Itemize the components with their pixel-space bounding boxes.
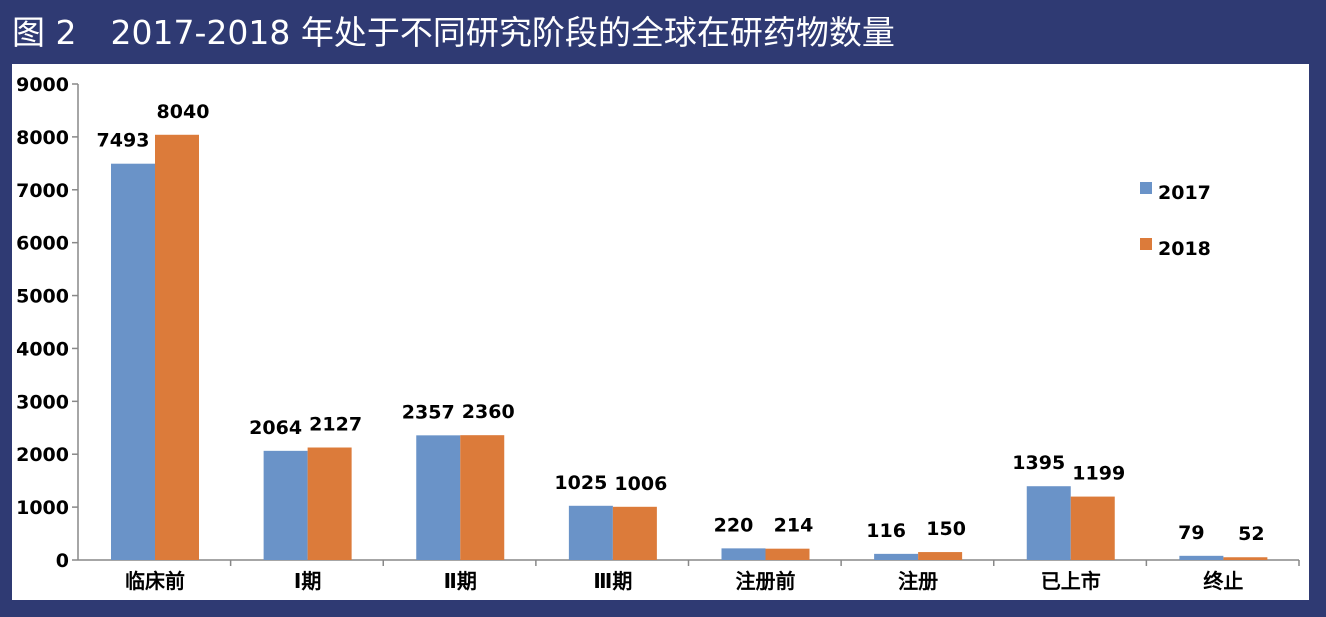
bar-2017-0 <box>111 163 155 560</box>
bar-2018-6 <box>1070 496 1115 560</box>
legend-label: 2017 <box>1158 182 1211 204</box>
data-label: 220 <box>714 514 754 536</box>
bar-2018-0 <box>155 134 199 561</box>
bar-2017-5 <box>874 553 919 560</box>
bar-2017-2 <box>416 435 461 560</box>
chart-panel: 0 1000 2000 3000 4000 5000 6000 7000 8000 9000 749… <box>12 64 1309 600</box>
data-label: 52 <box>1238 523 1264 545</box>
data-label: 2127 <box>309 414 362 436</box>
y-tick-label: 4000 <box>16 338 69 360</box>
bar-2018-2 <box>460 435 505 560</box>
figure-label: 图 2 <box>12 13 77 52</box>
x-category-label: Ⅱ期 <box>444 569 477 593</box>
bar-chart: 0 1000 2000 3000 4000 5000 6000 7000 8000 9000 749… <box>16 74 1300 593</box>
bar-2018-7 <box>1223 557 1268 560</box>
y-tick-label: 3000 <box>16 391 69 413</box>
bar-2017-3 <box>568 505 613 560</box>
bar-2017-4 <box>721 548 766 560</box>
x-category-label: 终止 <box>1203 569 1243 593</box>
data-label: 2360 <box>462 401 515 423</box>
x-category-label: 注册前 <box>736 569 796 593</box>
y-tick-label: 9000 <box>16 74 69 96</box>
data-label: 79 <box>1178 522 1204 544</box>
bar-2017-7 <box>1179 555 1224 560</box>
y-tick-label: 1000 <box>16 497 69 519</box>
figure-title-text: 2017-2018 年处于不同研究阶段的全球在研药物数量 <box>110 13 895 52</box>
data-label: 2064 <box>249 417 302 439</box>
data-label: 1025 <box>554 472 607 494</box>
data-label: 116 <box>866 520 906 542</box>
data-label: 8040 <box>157 101 210 123</box>
x-category-label: Ⅰ期 <box>294 569 321 593</box>
legend-swatch <box>1140 238 1152 250</box>
x-category-label: 临床前 <box>125 569 185 593</box>
data-label: 1199 <box>1072 463 1125 485</box>
data-label: 7493 <box>97 130 150 152</box>
bar-2017-6 <box>1026 486 1071 560</box>
bar-2018-3 <box>612 506 657 560</box>
x-category-label: Ⅲ期 <box>593 569 632 593</box>
bar-2018-5 <box>918 552 963 560</box>
x-category-label: 已上市 <box>1041 569 1101 593</box>
y-tick-label: 5000 <box>16 286 69 308</box>
legend-swatch <box>1140 182 1152 194</box>
data-label: 150 <box>926 518 966 540</box>
bar-2018-4 <box>765 548 810 560</box>
bar-2017-1 <box>263 450 308 560</box>
data-label: 1006 <box>614 473 667 495</box>
y-tick-label: 6000 <box>16 233 69 255</box>
data-label: 214 <box>774 515 814 537</box>
y-tick-label: 0 <box>56 550 69 572</box>
bar-2018-1 <box>307 447 352 560</box>
y-tick-label: 8000 <box>16 127 69 149</box>
y-tick-label: 2000 <box>16 444 69 466</box>
data-label: 2357 <box>402 401 455 423</box>
legend-label: 2018 <box>1158 238 1211 260</box>
y-tick-label: 7000 <box>16 180 69 202</box>
figure-title: 图 2 2017-2018 年处于不同研究阶段的全球在研药物数量 <box>12 8 895 58</box>
x-category-label: 注册 <box>898 569 938 593</box>
data-label: 1395 <box>1012 452 1065 474</box>
